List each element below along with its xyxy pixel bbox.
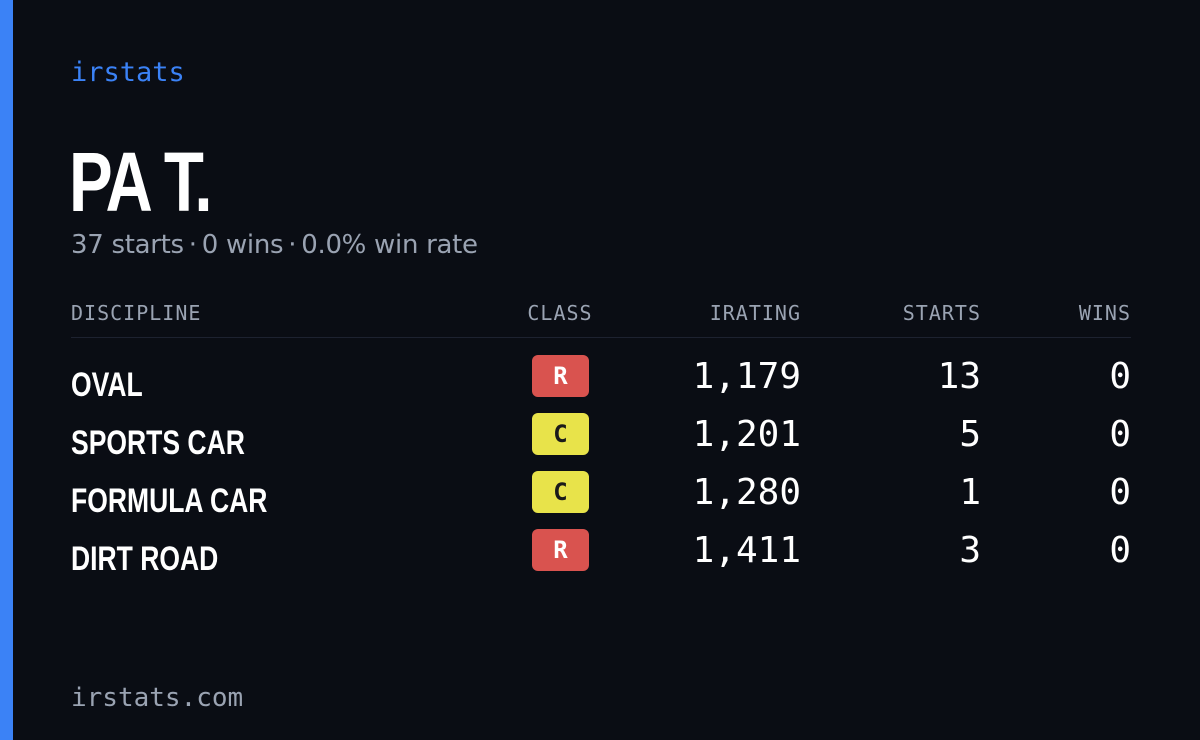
- header-discipline: DISCIPLINE: [71, 301, 202, 325]
- starts-value: 5: [959, 414, 981, 455]
- driver-name: PA T.: [69, 135, 213, 229]
- starts-value: 3: [959, 530, 981, 571]
- table-row: DIRT ROAD R 1,411 3 0: [71, 527, 1131, 585]
- discipline-name: FORMULA CAR: [71, 482, 268, 520]
- class-badge: R: [532, 355, 589, 397]
- summary-win-rate: 0.0% win rate: [301, 230, 478, 260]
- summary-separator: ·: [288, 230, 297, 260]
- starts-value: 1: [959, 472, 981, 513]
- wins-value: 0: [1109, 472, 1131, 513]
- brand-logo: irstats: [71, 57, 185, 88]
- header-wins: WINS: [1078, 301, 1131, 325]
- driver-summary: 37 starts · 0 wins · 0.0% win rate: [71, 228, 478, 262]
- irating-value: 1,411: [692, 530, 801, 571]
- wins-value: 0: [1109, 356, 1131, 397]
- table-header: DISCIPLINE CLASS IRATING STARTS WINS: [71, 296, 1131, 338]
- accent-bar: [0, 0, 13, 740]
- irating-value: 1,201: [692, 414, 801, 455]
- footer-url: irstats.com: [71, 683, 244, 713]
- wins-value: 0: [1109, 530, 1131, 571]
- table-body: OVAL R 1,179 13 0 SPORTS CAR C 1,201 5 0…: [71, 338, 1131, 585]
- table-row: FORMULA CAR C 1,280 1 0: [71, 469, 1131, 527]
- wins-value: 0: [1109, 414, 1131, 455]
- summary-separator: ·: [188, 230, 197, 260]
- irating-value: 1,280: [692, 472, 801, 513]
- discipline-stats-table: DISCIPLINE CLASS IRATING STARTS WINS OVA…: [71, 296, 1131, 585]
- table-row: OVAL R 1,179 13 0: [71, 353, 1131, 411]
- header-class: CLASS: [527, 301, 593, 325]
- table-row: SPORTS CAR C 1,201 5 0: [71, 411, 1131, 469]
- starts-value: 13: [937, 356, 981, 397]
- discipline-name: OVAL: [71, 366, 143, 404]
- header-starts: STARTS: [902, 301, 981, 325]
- class-badge: C: [532, 413, 589, 455]
- header-irating: IRATING: [709, 301, 801, 325]
- summary-wins: 0 wins: [201, 230, 284, 260]
- summary-starts: 37 starts: [71, 230, 184, 260]
- irating-value: 1,179: [692, 356, 801, 397]
- class-badge: R: [532, 529, 589, 571]
- class-badge: C: [532, 471, 589, 513]
- discipline-name: DIRT ROAD: [71, 540, 219, 578]
- discipline-name: SPORTS CAR: [71, 424, 245, 462]
